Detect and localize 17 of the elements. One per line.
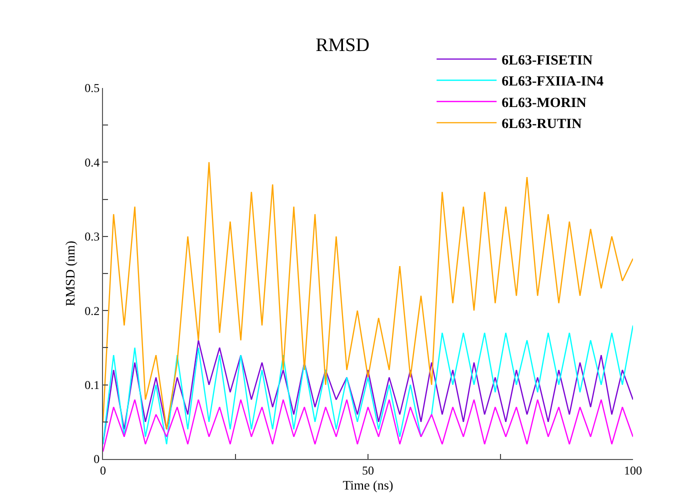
line-series: [103, 162, 633, 430]
y-tick-label: 0.5: [84, 81, 100, 96]
chart-title: RMSD: [316, 34, 370, 56]
legend-label: 6L63-RUTIN: [502, 117, 582, 132]
legend-label: 6L63-FISETIN: [502, 54, 593, 69]
y-tick-label: 0.1: [84, 378, 100, 392]
y-tick-label: 0.3: [84, 230, 100, 244]
y-tick-label: 0.2: [84, 304, 100, 318]
legend-label: 6L63-FXIIA-IN4: [502, 74, 604, 90]
y-tick-label: 0.4: [84, 155, 100, 170]
line-series: [103, 399, 633, 452]
x-tick-label: 50: [362, 463, 374, 478]
y-axis-title: RMSD (nm): [62, 240, 78, 306]
y-tick-label: 0: [94, 452, 100, 466]
x-axis-title: Time (ns): [342, 477, 394, 492]
legend-label: 6L63-MORIN: [502, 96, 586, 111]
x-tick-label: 100: [624, 463, 642, 478]
